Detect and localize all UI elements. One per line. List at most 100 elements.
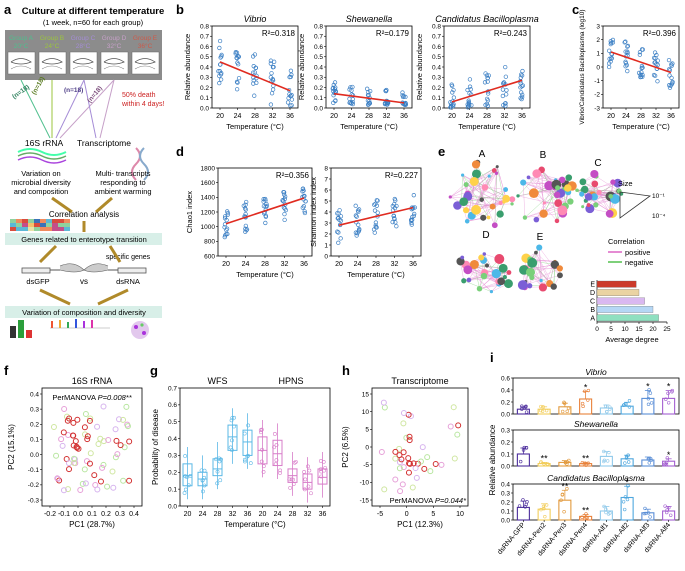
data-point bbox=[411, 193, 416, 198]
x-axis-label: Temperature (°C) bbox=[458, 122, 516, 131]
heat-cell bbox=[64, 219, 70, 223]
y-axis-label: PC2 (15.1%) bbox=[7, 424, 16, 470]
network-node bbox=[459, 197, 469, 206]
box bbox=[242, 429, 253, 456]
data-point bbox=[356, 222, 361, 227]
data-point bbox=[349, 88, 354, 93]
bar-point bbox=[604, 404, 608, 408]
x-tick-label: 32 bbox=[229, 511, 237, 518]
y-tick-label: 0.8 bbox=[432, 23, 441, 30]
network-edge bbox=[479, 283, 509, 289]
shrimp-icon-4 bbox=[134, 58, 156, 65]
data-point bbox=[373, 223, 378, 228]
bar-point bbox=[665, 510, 669, 515]
data-point bbox=[234, 50, 240, 55]
network-node bbox=[596, 189, 602, 195]
sample-point bbox=[396, 445, 403, 452]
network-edge bbox=[594, 183, 610, 214]
data-point bbox=[356, 207, 362, 212]
sample-point-36c bbox=[84, 433, 91, 440]
data-point bbox=[651, 55, 657, 61]
network-node bbox=[502, 274, 507, 280]
bar-point bbox=[608, 511, 612, 515]
network-edge bbox=[494, 173, 497, 226]
data-point bbox=[392, 216, 397, 222]
network-node bbox=[494, 254, 505, 264]
data-point bbox=[468, 87, 473, 92]
bar-point bbox=[566, 406, 571, 410]
sample-point bbox=[109, 468, 116, 475]
data-point bbox=[640, 65, 645, 70]
data-point bbox=[268, 61, 273, 66]
network-node bbox=[550, 260, 560, 269]
bar-point bbox=[608, 405, 612, 409]
box-point bbox=[306, 464, 310, 469]
bar-point bbox=[518, 459, 523, 464]
network-edge bbox=[462, 174, 489, 218]
degree-cat-D: D bbox=[590, 290, 595, 297]
bar-point bbox=[607, 450, 611, 455]
bar-point bbox=[647, 461, 651, 465]
bar-point bbox=[524, 410, 529, 414]
x-tick-label: 24 bbox=[622, 113, 630, 120]
bar-point bbox=[545, 462, 549, 466]
shrimp-icon-2 bbox=[72, 58, 94, 65]
y-tick-label: 0.4 bbox=[314, 64, 323, 71]
disease-probability-boxplot: WFS HPNS 0.0 0.1 0.2 0.3 0.4 0.5 0.6 0.7 Probabili… bbox=[151, 376, 331, 529]
data-point bbox=[254, 80, 259, 85]
heat-cell bbox=[40, 223, 46, 227]
network-node bbox=[480, 214, 487, 221]
data-point bbox=[450, 90, 455, 95]
data-point bbox=[235, 80, 240, 85]
data-point bbox=[504, 88, 509, 93]
data-point bbox=[519, 73, 525, 78]
negative-label: negative bbox=[625, 258, 653, 267]
sample-point bbox=[113, 437, 120, 444]
sample-point-36c bbox=[421, 465, 428, 472]
x-tick-label: -0.1 bbox=[58, 511, 70, 518]
r2-label: R²=0.396 bbox=[643, 29, 677, 38]
y-tick-label: -0.1 bbox=[28, 467, 40, 474]
data-point bbox=[467, 77, 473, 82]
r2-label: R²=0.356 bbox=[276, 171, 310, 180]
box-point bbox=[274, 458, 279, 463]
network-node bbox=[478, 254, 485, 261]
data-point bbox=[349, 101, 354, 106]
data-point bbox=[485, 91, 491, 96]
heat-cell bbox=[64, 227, 70, 231]
final-text: Variation of composition and diversity bbox=[22, 308, 146, 317]
network-edge bbox=[500, 189, 506, 204]
data-point bbox=[390, 219, 395, 225]
regression-line bbox=[451, 79, 523, 103]
panel-a: a Culture at different temperature (1 we… bbox=[4, 2, 164, 339]
y-tick-label: 1200 bbox=[201, 209, 216, 216]
sequencing-icon bbox=[17, 148, 67, 164]
multi-line-2: responding to bbox=[100, 178, 145, 187]
network-node bbox=[564, 184, 572, 192]
y-tick-label: 0.1 bbox=[314, 95, 323, 102]
shrimp-icon-b-4 bbox=[134, 65, 156, 70]
y-tick-label: 0.0 bbox=[501, 463, 510, 470]
syringe-icon-dsrna bbox=[83, 263, 147, 274]
y-tick-label: 0.7 bbox=[200, 34, 209, 41]
x-tick-label: 24 bbox=[348, 113, 356, 120]
bar bbox=[558, 406, 572, 415]
x-tick-label: 10 bbox=[621, 326, 629, 333]
sample-point bbox=[50, 424, 57, 431]
data-point bbox=[333, 85, 338, 90]
plot-shewanella: 0.0 0.1 0.2 0.3 0.4 0.5 0.6 0.7 0.8 20 24 28 32 36Tem… bbox=[297, 14, 413, 131]
sample-point bbox=[454, 431, 461, 438]
hpns-title: HPNS bbox=[278, 376, 303, 386]
group-temp-2: 28°C bbox=[76, 42, 91, 50]
x-tick-label: 24 bbox=[466, 113, 474, 120]
size-label: Size bbox=[618, 179, 633, 188]
box-point bbox=[303, 477, 308, 482]
sample-point bbox=[110, 484, 117, 491]
y-tick-label: 2 bbox=[324, 231, 328, 238]
arrow-left bbox=[51, 196, 73, 214]
bar-point bbox=[647, 388, 651, 392]
data-point bbox=[300, 186, 306, 191]
sample-point bbox=[60, 487, 67, 494]
sample-point bbox=[71, 459, 78, 466]
box-point bbox=[215, 481, 220, 486]
